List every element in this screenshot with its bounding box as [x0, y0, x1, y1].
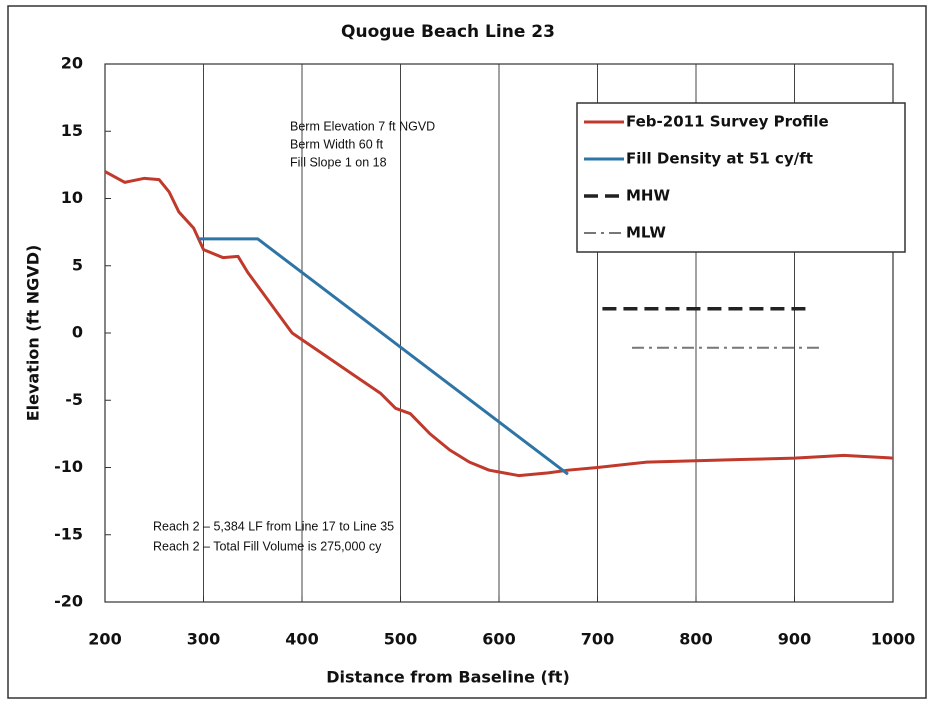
y-tick-label: -20 — [54, 592, 83, 611]
y-tick-label: 10 — [61, 188, 83, 207]
chart-title: Quogue Beach Line 23 — [341, 22, 555, 42]
annotation: Fill Slope 1 on 18 — [290, 155, 387, 169]
y-axis-label: Elevation (ft NGVD) — [24, 245, 43, 422]
legend-label: Feb-2011 Survey Profile — [626, 113, 829, 131]
x-tick-label: 200 — [88, 630, 121, 649]
x-tick-label: 700 — [581, 630, 614, 649]
legend-label: MHW — [626, 187, 670, 205]
y-tick-label: -15 — [54, 524, 83, 543]
x-tick-label: 400 — [285, 630, 318, 649]
annotation: Reach 2 – 5,384 LF from Line 17 to Line … — [153, 519, 394, 533]
y-tick-label: 15 — [61, 121, 83, 140]
annotation: Berm Width 60 ft — [290, 137, 384, 151]
x-axis-label: Distance from Baseline (ft) — [326, 668, 570, 687]
y-tick-label: 20 — [61, 54, 83, 73]
annotation: Berm Elevation 7 ft NGVD — [290, 119, 435, 133]
y-tick-label: -10 — [54, 457, 83, 476]
y-tick-label: 0 — [72, 323, 83, 342]
x-tick-label: 500 — [384, 630, 417, 649]
y-tick-label: 5 — [72, 255, 83, 274]
legend-box — [576, 102, 906, 253]
annotation: Reach 2 – Total Fill Volume is 275,000 c… — [153, 539, 382, 553]
x-tick-label: 300 — [187, 630, 220, 649]
legend-label: MLW — [626, 224, 666, 242]
plot-area — [104, 63, 894, 603]
x-tick-label: 900 — [778, 630, 811, 649]
x-tick-label: 800 — [679, 630, 712, 649]
y-tick-label: -5 — [65, 390, 83, 409]
x-tick-label: 600 — [482, 630, 515, 649]
series-line — [198, 237, 569, 476]
legend-label: Fill Density at 51 cy/ft — [626, 150, 813, 168]
series-line — [104, 170, 894, 478]
x-tick-label: 1000 — [871, 630, 916, 649]
